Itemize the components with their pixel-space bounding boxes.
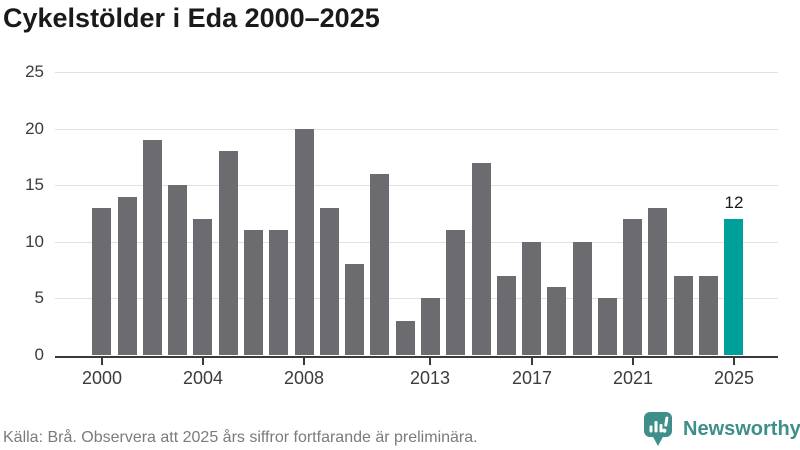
bar-2011: [370, 174, 389, 355]
bar-2013: [421, 298, 440, 355]
y-axis-tick-label: 5: [34, 288, 44, 307]
x-axis-tick-mark: [101, 358, 103, 365]
chart-title: Cykelstölder i Eda 2000–2025: [3, 3, 380, 33]
x-axis-tick-mark: [733, 358, 735, 365]
x-axis-tick-mark: [303, 358, 305, 365]
bar-2015: [472, 163, 491, 355]
bar-2025: [724, 219, 743, 355]
bar-2018: [547, 287, 566, 355]
y-axis-tick-label: 0: [34, 345, 44, 364]
bar-2022: [648, 208, 667, 355]
x-axis-tick-mark: [429, 358, 431, 365]
gridline-20: [55, 129, 778, 130]
x-axis-tick-mark: [531, 358, 533, 365]
x-axis-tick-mark: [632, 358, 634, 365]
bar-2002: [143, 140, 162, 355]
y-axis-tick-label: 15: [25, 175, 44, 194]
bar-2021: [623, 219, 642, 355]
bar-2020: [598, 298, 617, 355]
gridline-15: [55, 185, 778, 186]
x-axis-tick-mark: [202, 358, 204, 365]
x-axis-tick-label: 2021: [612, 368, 654, 388]
bar-2016: [497, 276, 516, 355]
source-note: Källa: Brå. Observera att 2025 års siffr…: [3, 429, 478, 446]
x-axis-tick-label: 2004: [182, 368, 224, 388]
brand-name: Newsworthy: [683, 417, 800, 440]
bar-2007: [269, 230, 288, 355]
x-axis-tick-label: 2025: [713, 368, 755, 388]
x-axis-tick-label: 2013: [409, 368, 451, 388]
bar-2009: [320, 208, 339, 355]
bar-2006: [244, 230, 263, 355]
bar-2010: [345, 264, 364, 355]
newsworthy-chart-bubble-icon: [644, 411, 672, 446]
bar-2000: [92, 208, 111, 355]
x-axis-tick-label: 2008: [283, 368, 325, 388]
x-axis-tick-label: 2000: [81, 368, 123, 388]
x-axis-line: [55, 356, 778, 358]
bar-2012: [396, 321, 415, 355]
bar-2017: [522, 242, 541, 355]
y-axis-tick-label: 20: [25, 119, 44, 138]
bar-2014: [446, 230, 465, 355]
brand-logo: Newsworthy: [644, 411, 800, 447]
bar-2005: [219, 151, 238, 355]
gridline-10: [55, 242, 778, 243]
gridline-25: [55, 72, 778, 73]
bar-2001: [118, 197, 137, 355]
gridline-5: [55, 298, 778, 299]
bar-2004: [193, 219, 212, 355]
bar-2023: [674, 276, 693, 355]
bar-2024: [699, 276, 718, 355]
bar-2003: [168, 185, 187, 355]
highlighted-bar-value-label: 12: [724, 193, 744, 212]
bar-2019: [573, 242, 592, 355]
x-axis-tick-label: 2017: [511, 368, 553, 388]
y-axis-tick-label: 10: [25, 232, 44, 251]
y-axis-tick-label: 25: [25, 62, 44, 81]
bar-2008: [295, 129, 314, 355]
